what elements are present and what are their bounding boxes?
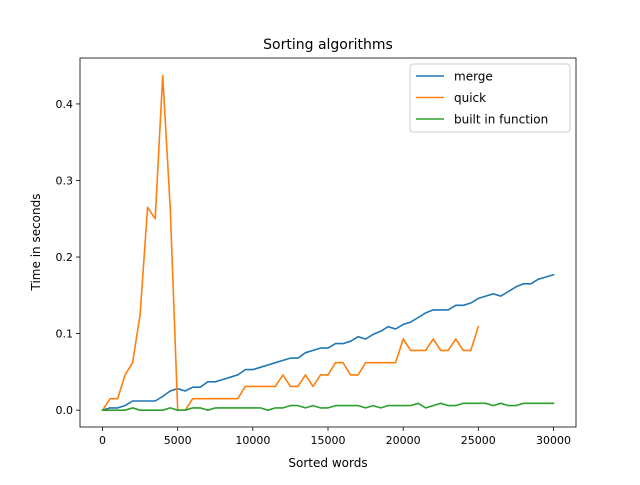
- series-line-built-in-function: [101, 402, 555, 412]
- x-tick-label: 20000: [386, 434, 421, 447]
- plot-frame: [79, 57, 577, 428]
- chart-title: Sorting algorithms: [263, 37, 393, 53]
- series-lines: [101, 74, 555, 412]
- legend: merge quick built in function: [409, 63, 571, 133]
- x-tick-label: 5000: [164, 434, 192, 447]
- legend-label: merge: [454, 70, 493, 84]
- y-tick-label: 0.4: [56, 98, 74, 111]
- legend-label: built in function: [454, 113, 548, 127]
- x-tick-label: 0: [99, 434, 106, 447]
- legend-label: quick: [454, 91, 486, 105]
- y-tick-label: 0.3: [56, 174, 74, 187]
- x-tick-label: 25000: [461, 434, 496, 447]
- series-line-quick: [101, 74, 480, 412]
- y-tick-label: 0.2: [56, 251, 74, 264]
- axis-ticks: 0 5000 10000 15000 20000 25000 30000 0.0 0.1 0.2 0…: [56, 98, 571, 447]
- x-tick-label: 10000: [235, 434, 270, 447]
- x-tick-label: 15000: [311, 434, 346, 447]
- y-tick-label: 0.0: [56, 404, 74, 417]
- legend-frame: [409, 63, 571, 133]
- x-axis-label: Sorted words: [288, 456, 367, 470]
- y-tick-label: 0.1: [56, 328, 74, 341]
- x-tick-label: 30000: [536, 434, 571, 447]
- y-axis-label: Time in seconds: [29, 194, 43, 292]
